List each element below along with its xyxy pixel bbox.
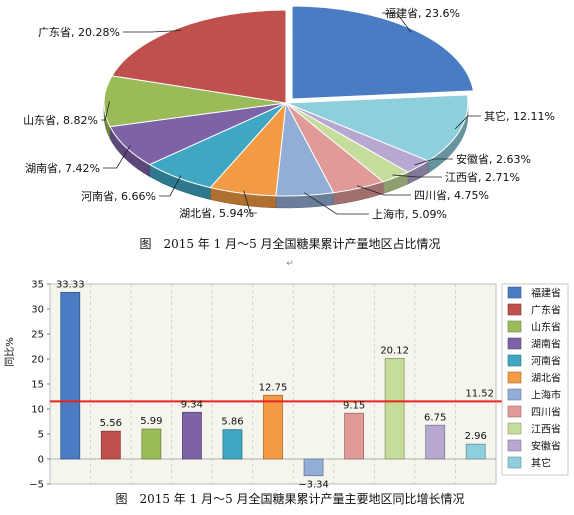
- average-line-label: 11.52: [465, 388, 494, 399]
- pie-leader-item-5: [304, 192, 369, 215]
- legend-label-item-7: 四川省: [531, 406, 561, 419]
- legend-swatch-item-2: [507, 320, 522, 333]
- legend-swatch-item-0: [507, 286, 522, 299]
- legend-swatch-item-1: [507, 303, 522, 316]
- bar-value-label-item-10: 2.96: [465, 431, 487, 442]
- legend-swatch-item-3: [507, 337, 522, 350]
- pie-label-item-4: 四川省, 4.75%: [414, 189, 489, 202]
- legend-swatch-item-9: [507, 439, 522, 452]
- bar-item-10: [465, 443, 486, 460]
- legend-label-item-4: 河南省: [531, 355, 561, 368]
- bar-item-1: [100, 430, 121, 460]
- pie-3d-side: [103, 102, 469, 209]
- pie-chart: 福建省, 23.6% 其它, 12.11% 安徽省, 2.63% 江西省, 2.71%…: [23, 5, 555, 221]
- pie-slice-item-1: [285, 94, 469, 162]
- pie-label-item-7: 河南省, 6.66%: [81, 190, 156, 203]
- legend-label-item-5: 湖北省: [531, 372, 561, 385]
- bar-item-5: [263, 394, 283, 460]
- legend-label-item-2: 山东省: [531, 321, 561, 334]
- pie-slices: [103, 5, 474, 197]
- pie-leader-item-7: [159, 175, 182, 197]
- legend-label-item-9: 安徽省: [531, 440, 561, 453]
- pie-slice-item-9: [103, 75, 287, 128]
- y-tick-label: 5: [38, 430, 44, 441]
- legend-label-item-8: 江西省: [531, 423, 561, 436]
- bar-item-0: [60, 291, 81, 460]
- bar-item-3: [182, 411, 202, 460]
- legend-swatch-item-4: [507, 354, 522, 367]
- pie-label-item-2: 安徽省, 2.63%: [456, 152, 531, 166]
- legend-label-item-6: 上海市: [531, 389, 561, 402]
- y-tick-label: 0: [38, 455, 44, 466]
- legend-label-item-1: 广东省: [531, 304, 561, 317]
- bar-value-label-item-3: 9.34: [181, 399, 203, 410]
- pie-label-item-0: 福建省, 23.6%: [385, 6, 460, 20]
- legend-swatch-item-7: [507, 405, 522, 418]
- legend-swatch-item-8: [507, 422, 522, 435]
- legend-swatch-item-5: [507, 371, 522, 384]
- pie-label-item-10: 广东省, 20.28%: [38, 26, 120, 39]
- bar-item-2: [141, 428, 162, 460]
- pie-label-item-5: 上海市, 5.09%: [372, 207, 447, 221]
- pie-slice-item-0: [291, 5, 474, 100]
- pie-leader-item-9: [101, 101, 110, 121]
- pie-leader-item-8: [103, 145, 131, 169]
- pie-labels: 福建省, 23.6% 其它, 12.11% 安徽省, 2.63% 江西省, 2.71%…: [23, 6, 555, 221]
- pie-label-item-6: 湖北省, 5.94%: [179, 207, 254, 220]
- y-axis-label: 同比%: [4, 337, 16, 367]
- bar-value-label-item-6: −3.34: [298, 480, 329, 491]
- pie-leader-lines: [101, 12, 481, 215]
- pie-leader-item-0: [382, 12, 412, 33]
- y-tick-label: 20: [31, 355, 44, 366]
- y-tick-label: 25: [31, 330, 44, 341]
- legend-swatch-item-6: [507, 388, 522, 401]
- y-tick-label: 10: [31, 405, 44, 416]
- average-line: 11.52: [50, 388, 502, 403]
- bar-value-label-item-2: 5.99: [140, 416, 162, 427]
- bar-value-labels: 33.33 5.56 5.99 9.34 5.86 12.75 −3.34 9.15 20.12…: [56, 279, 487, 490]
- bar-value-label-item-8: 20.12: [380, 345, 409, 356]
- y-tick-label: 35: [31, 280, 44, 291]
- bar-item-9: [425, 424, 446, 460]
- pie-leader-item-1: [454, 115, 481, 130]
- y-tick-label: −5: [29, 480, 44, 491]
- paragraph-mark: ↵: [286, 259, 294, 269]
- bar-value-label-item-7: 9.15: [343, 400, 365, 411]
- bar-item-6: [303, 458, 324, 477]
- legend-label-item-3: 湖南省: [531, 338, 561, 351]
- bar-chart-caption: 图 2015 年 1 月～5 月全国糖果累计产量主要地区同比增长情况: [115, 491, 464, 506]
- pie-leader-item-2: [414, 158, 453, 166]
- pie-leader-item-10: [123, 30, 182, 33]
- y-tick-label: 30: [31, 305, 44, 316]
- pie-label-item-8: 湖南省, 7.42%: [25, 162, 100, 175]
- bar-value-label-item-0: 33.33: [56, 279, 85, 290]
- y-tick-label: 15: [31, 380, 44, 391]
- legend-swatch-item-10: [507, 456, 522, 469]
- bar-value-label-item-9: 6.75: [424, 412, 446, 423]
- y-axis-ticks: 35 30 25 20 15 10 5 0 −5: [29, 280, 50, 491]
- bar-item-4: [222, 429, 243, 460]
- bars: [60, 291, 486, 477]
- pie-leader-item-4: [356, 185, 411, 196]
- pie-leader-item-3: [392, 174, 442, 178]
- pie-chart-caption: 图 2015 年 1 月～5 月全国糖果累计产量地区占比情况: [139, 236, 440, 251]
- bar-item-7: [344, 412, 364, 460]
- bar-value-label-item-1: 5.56: [100, 418, 122, 429]
- bar-value-label-item-5: 12.75: [259, 382, 288, 393]
- bar-chart: 35 30 25 20 15 10 5 0 −5 同比% 11.52 33.33 5.56 5.99…: [4, 279, 569, 491]
- pie-label-item-1: 其它, 12.11%: [484, 109, 555, 123]
- legend-label-item-10: 其它: [531, 457, 551, 470]
- bar-item-8: [384, 357, 405, 460]
- pie-label-item-3: 江西省, 2.71%: [445, 171, 520, 184]
- pie-slice-item-10: [111, 9, 287, 104]
- bar-value-label-item-4: 5.86: [221, 417, 243, 428]
- pie-leader-item-6: [243, 190, 257, 214]
- pie-label-item-9: 山东省, 8.82%: [23, 114, 98, 127]
- legend-label-item-0: 福建省: [531, 287, 561, 300]
